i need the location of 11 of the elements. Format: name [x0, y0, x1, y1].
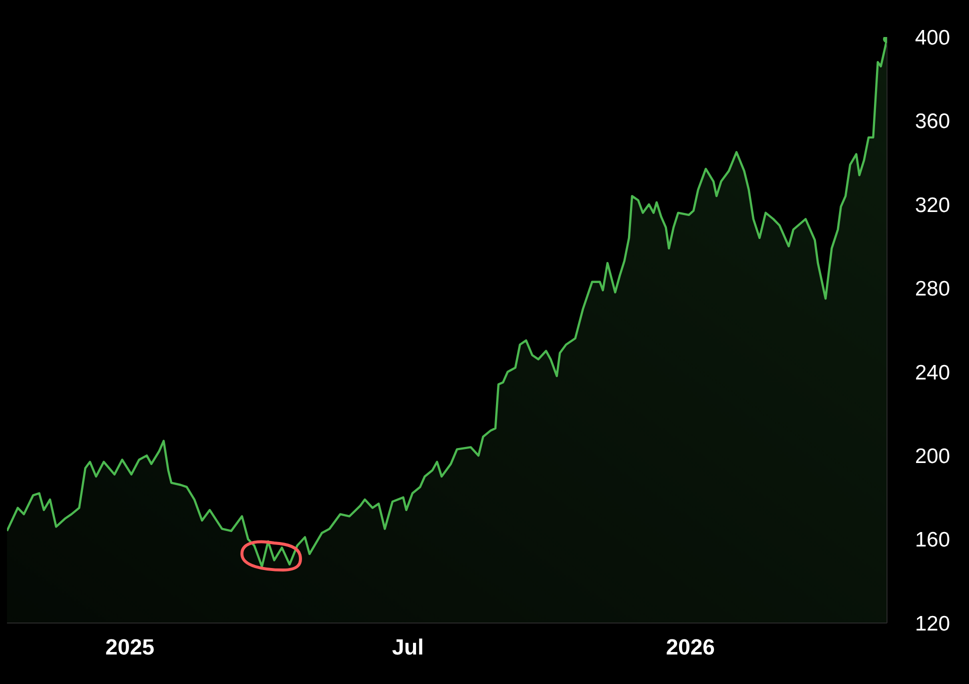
y-tick-label: 280 [915, 278, 950, 301]
y-tick-label: 200 [915, 445, 950, 468]
x-tick-label: 2025 [105, 634, 154, 660]
x-tick-label: Jul [392, 634, 424, 660]
y-tick-label: 400 [915, 26, 950, 50]
y-tick-label: 160 [915, 528, 950, 552]
y-tick-label: 120 [915, 612, 950, 636]
y-tick-label: 320 [915, 194, 950, 217]
x-tick-label: 2026 [666, 634, 715, 660]
y-tick-label: 240 [915, 361, 950, 384]
y-tick-label: 360 [915, 110, 950, 134]
